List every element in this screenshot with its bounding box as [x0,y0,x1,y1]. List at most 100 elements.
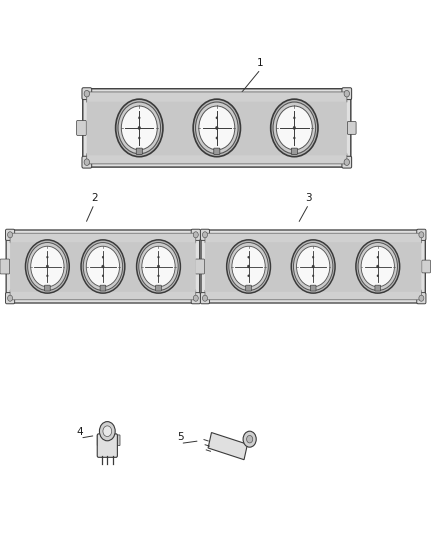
FancyBboxPatch shape [191,293,200,304]
FancyBboxPatch shape [417,293,426,304]
Circle shape [358,243,397,290]
Circle shape [7,295,13,301]
Circle shape [312,256,314,258]
FancyBboxPatch shape [342,156,352,168]
Circle shape [7,232,13,238]
FancyBboxPatch shape [83,88,351,167]
Circle shape [199,106,235,150]
FancyBboxPatch shape [77,120,86,135]
Circle shape [419,232,424,238]
Circle shape [276,106,312,150]
FancyBboxPatch shape [136,148,142,155]
Circle shape [158,256,159,258]
Circle shape [99,422,115,441]
FancyBboxPatch shape [200,229,209,240]
Circle shape [297,246,330,287]
Circle shape [229,243,268,290]
Circle shape [202,232,208,238]
Circle shape [142,246,175,287]
FancyBboxPatch shape [200,293,209,304]
Text: 2: 2 [91,193,98,203]
Circle shape [271,99,318,157]
Circle shape [102,275,104,277]
Circle shape [121,106,157,150]
Circle shape [243,431,256,447]
FancyBboxPatch shape [10,242,196,292]
Circle shape [118,102,161,154]
FancyBboxPatch shape [97,434,117,457]
Circle shape [102,265,104,268]
Circle shape [84,91,89,97]
Circle shape [158,275,159,277]
Circle shape [344,159,350,165]
FancyBboxPatch shape [87,153,347,164]
FancyBboxPatch shape [97,435,101,446]
Circle shape [138,137,140,139]
Circle shape [312,265,314,268]
Circle shape [293,117,295,119]
Circle shape [216,117,218,119]
Circle shape [215,126,218,130]
FancyBboxPatch shape [0,259,10,274]
Circle shape [139,243,178,290]
Circle shape [419,295,424,301]
FancyBboxPatch shape [291,148,297,155]
Circle shape [247,435,253,443]
Circle shape [377,256,378,258]
Circle shape [216,137,218,139]
FancyBboxPatch shape [342,88,352,100]
Circle shape [81,240,125,293]
Circle shape [28,243,67,290]
FancyBboxPatch shape [196,260,205,273]
Circle shape [83,243,123,290]
FancyBboxPatch shape [117,435,120,446]
FancyBboxPatch shape [195,259,205,274]
Circle shape [102,256,104,258]
FancyBboxPatch shape [45,285,50,291]
Circle shape [193,232,198,238]
Text: 5: 5 [177,432,184,442]
Circle shape [46,256,48,258]
Circle shape [25,240,69,293]
FancyBboxPatch shape [100,285,106,291]
Circle shape [312,275,314,277]
Text: 4: 4 [77,427,84,437]
FancyBboxPatch shape [82,88,92,100]
Circle shape [232,246,265,287]
FancyBboxPatch shape [205,290,421,300]
Text: 1: 1 [257,58,264,68]
Circle shape [361,246,394,287]
Circle shape [377,265,379,268]
Circle shape [193,295,198,301]
Circle shape [273,102,316,154]
Circle shape [356,240,399,293]
FancyBboxPatch shape [10,233,196,243]
Circle shape [86,246,120,287]
Circle shape [46,265,49,268]
Circle shape [195,102,238,154]
Circle shape [116,99,163,157]
Circle shape [137,240,180,293]
Circle shape [248,256,250,258]
FancyBboxPatch shape [347,122,356,134]
Circle shape [31,246,64,287]
Circle shape [46,275,48,277]
FancyBboxPatch shape [205,242,421,292]
Circle shape [344,91,350,97]
Circle shape [157,265,160,268]
Circle shape [377,275,378,277]
Circle shape [193,99,240,157]
FancyBboxPatch shape [155,285,161,291]
Circle shape [293,243,333,290]
Circle shape [138,117,140,119]
FancyBboxPatch shape [375,285,381,291]
FancyBboxPatch shape [246,285,251,291]
FancyBboxPatch shape [205,233,421,243]
Circle shape [202,295,208,301]
Circle shape [227,240,270,293]
FancyBboxPatch shape [5,293,14,304]
Circle shape [293,137,295,139]
FancyBboxPatch shape [82,156,92,168]
FancyBboxPatch shape [6,230,200,303]
Circle shape [248,275,250,277]
